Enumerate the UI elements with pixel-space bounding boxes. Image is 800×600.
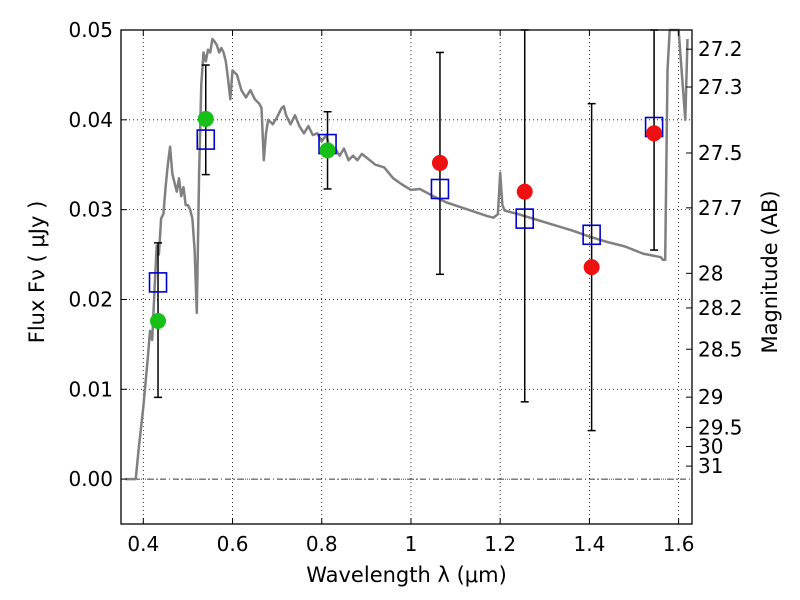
x-tick-label: 0.4: [127, 532, 159, 556]
magnitude-tick-label: 28: [698, 261, 723, 285]
magnitude-tick-label: 27.5: [698, 141, 743, 165]
magnitude-tick-label: 28.5: [698, 337, 743, 361]
model-photometry-square: [196, 129, 216, 150]
magnitude-tick-label: 27.3: [698, 75, 743, 99]
data-markers: [148, 110, 664, 330]
x-tick-label: 1.6: [663, 532, 695, 556]
plot-frame: [120, 29, 693, 525]
observed-flux-point: [197, 110, 214, 127]
x-tick-label: 1.2: [484, 532, 516, 556]
magnitude-tick-label: 29: [698, 385, 723, 409]
grid-lines: [121, 29, 692, 524]
model-sed: [125, 28, 689, 481]
observed-flux-point: [150, 313, 167, 330]
observed-flux-point: [431, 154, 448, 171]
observed-flux-point: [319, 142, 336, 159]
x-tick-label: 0.6: [217, 532, 249, 556]
y-tick-label: 0.01: [68, 377, 113, 401]
y-tick-label: 0.02: [68, 287, 113, 311]
observed-flux-point: [516, 183, 533, 200]
y-axis-label: Flux Fν ( μJy ): [25, 201, 49, 344]
y-tick-label: 0.03: [68, 198, 113, 222]
x-tick-label: 0.8: [306, 532, 338, 556]
magnitude-tick-label: 27.2: [698, 37, 743, 61]
x-tick-label: 1.4: [573, 532, 605, 556]
model-photometry-square: [148, 272, 168, 293]
x-tick-label: 1: [405, 532, 418, 556]
y-axis-ticks: 0.00 0.01 0.02 0.03 0.04 0.05: [68, 18, 127, 491]
magnitude-tick-label: 30: [698, 434, 723, 458]
model-photometry-square: [430, 178, 450, 200]
model-photometry-square: [582, 224, 601, 246]
magnitude-axis-label: Magnitude (AB): [758, 190, 782, 353]
model-photometry-square: [515, 208, 535, 229]
y-tick-label: 0.05: [68, 18, 113, 42]
x-axis-label: Wavelength λ (μm): [306, 563, 507, 587]
magnitude-tick-label: 28.2: [698, 296, 743, 320]
model-sed-curve: [125, 28, 689, 481]
magnitude-tick-label: 27.7: [698, 196, 743, 220]
y-tick-label: 0.04: [68, 108, 113, 132]
y-tick-label: 0.00: [68, 467, 113, 491]
magnitude-tick-label: 29.5: [698, 415, 743, 439]
x-axis-ticks: 0.4 0.6 0.8 1 1.2 1.4 1.6: [127, 30, 695, 556]
observed-flux-point: [646, 125, 663, 142]
magnitude-tick-label: 31: [698, 454, 723, 478]
observed-flux-point: [583, 259, 600, 276]
